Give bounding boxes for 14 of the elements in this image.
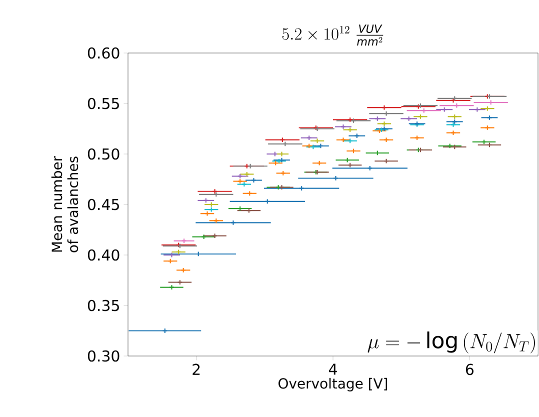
x-axis-title: Overvoltage [V] bbox=[278, 378, 388, 392]
chart-title: $5.2 \times 10^{12}\ \frac{\mathit{VUV}}{\mathit{mm}^{2}}$ bbox=[282, 24, 384, 46]
y-tick-label: 0.55 bbox=[88, 98, 119, 110]
y-axis-title: Mean number of avalanches bbox=[51, 156, 78, 252]
y-tick-label: 0.50 bbox=[88, 148, 120, 160]
y-tick-label: 0.45 bbox=[88, 198, 119, 210]
y-tick-label: 0.30 bbox=[88, 350, 120, 362]
y-tick-label: 0.60 bbox=[88, 47, 120, 59]
y-tick-label: 0.40 bbox=[88, 249, 120, 261]
y-tick-label: 0.35 bbox=[88, 300, 119, 312]
x-tick-label: 2 bbox=[192, 364, 200, 375]
x-tick-label: 4 bbox=[328, 364, 337, 375]
annotation: $\mu = -\log\left(N_0/N_T\right)$ bbox=[368, 331, 535, 354]
x-tick-label: 6 bbox=[466, 364, 474, 376]
